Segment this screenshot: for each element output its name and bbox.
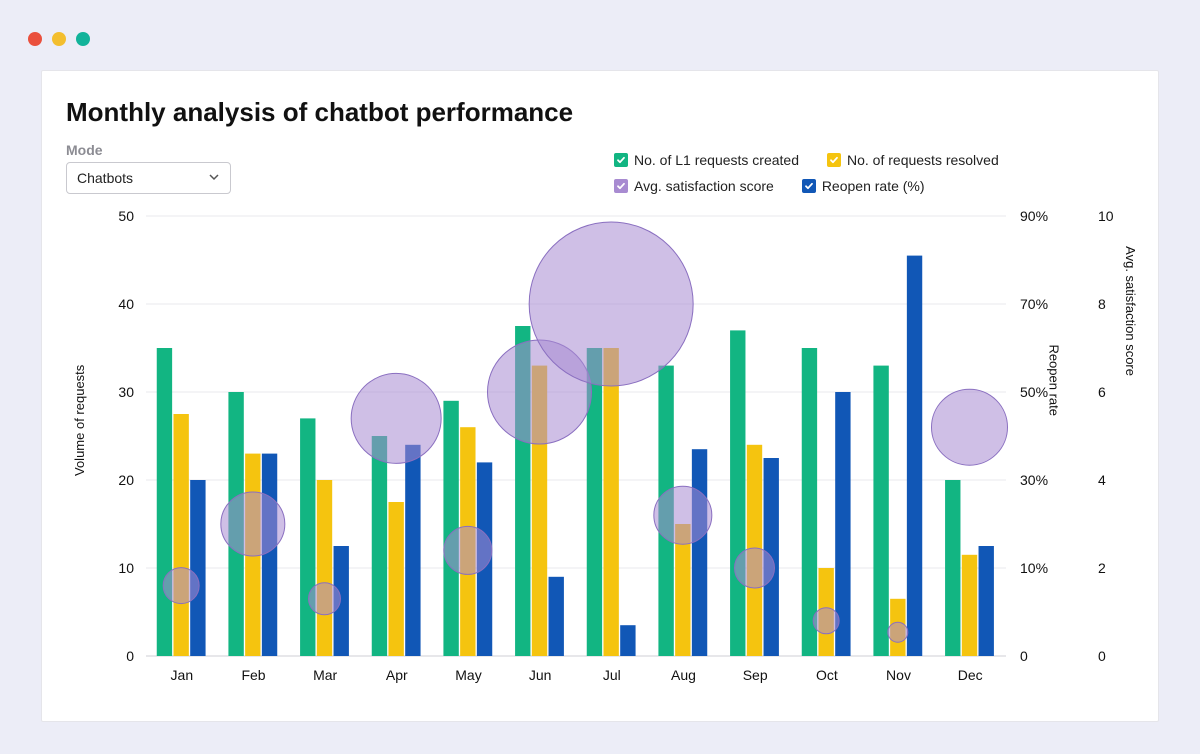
legend-swatch-res: [827, 153, 841, 167]
svg-text:90%: 90%: [1020, 208, 1048, 224]
bar-reop: [692, 449, 707, 656]
svg-text:6: 6: [1098, 384, 1106, 400]
legend-swatch-reop: [802, 179, 816, 193]
bar-res: [388, 502, 403, 656]
bubble-satisfaction: [888, 622, 908, 642]
legend-item-reop[interactable]: Reopen rate (%): [802, 178, 925, 194]
month-label: Oct: [816, 667, 838, 683]
svg-text:10%: 10%: [1020, 560, 1048, 576]
legend-swatch-sat: [614, 179, 628, 193]
svg-text:10: 10: [118, 560, 134, 576]
bubble-satisfaction: [654, 486, 712, 544]
svg-text:50: 50: [118, 208, 134, 224]
mode-label: Mode: [66, 142, 231, 158]
bar-res: [603, 348, 618, 656]
legend: No. of L1 requests created No. of reques…: [614, 152, 1134, 194]
bar-reop: [190, 480, 205, 656]
bar-l1: [802, 348, 817, 656]
svg-text:40: 40: [118, 296, 134, 312]
bar-l1: [873, 366, 888, 656]
month-label: May: [455, 667, 481, 683]
dot-min[interactable]: [52, 32, 66, 46]
dot-close[interactable]: [28, 32, 42, 46]
svg-text:50%: 50%: [1020, 384, 1048, 400]
legend-item-res[interactable]: No. of requests resolved: [827, 152, 999, 168]
chevron-down-icon: [208, 170, 220, 186]
bar-reop: [979, 546, 994, 656]
bubble-satisfaction: [932, 389, 1008, 465]
svg-text:70%: 70%: [1020, 296, 1048, 312]
month-label: Jul: [603, 667, 621, 683]
bar-reop: [549, 577, 564, 656]
svg-text:2: 2: [1098, 560, 1106, 576]
bar-l1: [372, 436, 387, 656]
chart-area: Volume of requests Reopen rate Avg. sati…: [66, 206, 1134, 716]
legend-label-reop: Reopen rate (%): [822, 178, 925, 194]
bubble-satisfaction: [309, 583, 341, 615]
bubble-satisfaction: [444, 526, 492, 574]
mode-select[interactable]: Chatbots: [66, 162, 231, 194]
month-label: Dec: [958, 667, 983, 683]
mode-select-value: Chatbots: [77, 170, 133, 186]
svg-text:4: 4: [1098, 472, 1106, 488]
controls-row: Mode Chatbots No. of L1 requests created…: [66, 142, 1134, 194]
bar-reop: [405, 445, 420, 656]
bubble-satisfaction: [351, 373, 441, 463]
svg-text:0: 0: [126, 648, 134, 664]
legend-label-l1: No. of L1 requests created: [634, 152, 799, 168]
svg-text:0: 0: [1098, 648, 1106, 664]
dot-max[interactable]: [76, 32, 90, 46]
svg-text:30: 30: [118, 384, 134, 400]
bar-reop: [907, 256, 922, 656]
month-label: Apr: [386, 667, 408, 683]
bar-l1: [443, 401, 458, 656]
month-label: Sep: [743, 667, 768, 683]
legend-label-res: No. of requests resolved: [847, 152, 999, 168]
bubble-satisfaction: [529, 222, 693, 386]
legend-item-l1[interactable]: No. of L1 requests created: [614, 152, 799, 168]
bar-res: [962, 555, 977, 656]
bar-reop: [620, 625, 635, 656]
legend-swatch-l1: [614, 153, 628, 167]
legend-label-sat: Avg. satisfaction score: [634, 178, 774, 194]
bar-res: [173, 414, 188, 656]
bar-l1: [157, 348, 172, 656]
bubble-satisfaction: [163, 568, 199, 604]
svg-text:20: 20: [118, 472, 134, 488]
mode-control: Mode Chatbots: [66, 142, 231, 194]
month-label: Jan: [171, 667, 194, 683]
bubble-satisfaction: [221, 492, 285, 556]
bar-l1: [945, 480, 960, 656]
bar-reop: [262, 454, 277, 656]
bubble-satisfaction: [735, 548, 775, 588]
bar-res: [317, 480, 332, 656]
month-label: Aug: [671, 667, 696, 683]
chart-card: Monthly analysis of chatbot performance …: [41, 70, 1159, 722]
month-label: Mar: [313, 667, 337, 683]
card-title: Monthly analysis of chatbot performance: [66, 97, 1134, 128]
bar-l1: [730, 330, 745, 656]
svg-text:8: 8: [1098, 296, 1106, 312]
window-controls: [28, 32, 90, 46]
chart-svg: 0 10 20 30 40 50 0 10% 30% 50% 70% 90% 0 2 4 6 8 10 Jan Feb…: [66, 206, 1136, 706]
bubble-satisfaction: [813, 608, 839, 634]
legend-item-sat[interactable]: Avg. satisfaction score: [614, 178, 774, 194]
month-label: Feb: [241, 667, 265, 683]
svg-text:0: 0: [1020, 648, 1028, 664]
svg-text:10: 10: [1098, 208, 1114, 224]
svg-text:30%: 30%: [1020, 472, 1048, 488]
page-root: Monthly analysis of chatbot performance …: [0, 0, 1200, 754]
month-label: Jun: [529, 667, 552, 683]
bar-l1: [300, 418, 315, 656]
month-label: Nov: [886, 667, 911, 683]
